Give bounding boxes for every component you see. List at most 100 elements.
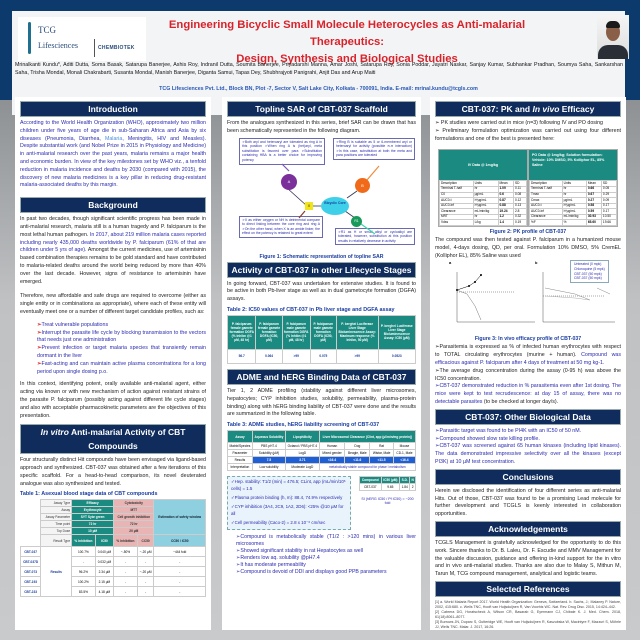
- affiliation: TCG Lifesciences Pvt. Ltd., Block BN, Pl…: [159, 86, 478, 92]
- list-item: ➢Compound is devoid of DDI and displays …: [236, 568, 387, 575]
- chembiotek-logo: CHEMBIOTEK: [98, 45, 135, 51]
- r1-node: R1: [351, 215, 362, 227]
- efficacy-plot-svg: [456, 272, 615, 323]
- efficacy-paragraph: The compound was then tested against P. …: [435, 237, 621, 259]
- in-vitro-paragraph: Four structurally distinct Hit compounds…: [20, 457, 206, 487]
- logo-text: TCG: [38, 25, 56, 35]
- section-heading-references: Selected References: [435, 580, 621, 597]
- target-profile-list: ➢Treat vulnerable populations ➢Interrupt…: [28, 322, 206, 377]
- ring-a-node: A: [281, 173, 297, 190]
- table-row: C0 µg/mL 0.6 0.08: [439, 191, 528, 199]
- table-row: CBT-233 83.5% 4.18 µM - - -: [19, 586, 206, 598]
- background-paragraph: In this context, identifying potent, ora…: [20, 381, 206, 419]
- conclusions-paragraph: Herein we disclosed the identification o…: [435, 487, 621, 518]
- legend-item: Untreated (0 mpk): [574, 262, 602, 267]
- linker-x-node: X: [305, 201, 313, 210]
- list-item: ➢It has moderate permeability: [236, 561, 306, 568]
- plot-legend: Untreated (0 mpk) Chloroquine (5 mpk) CB…: [570, 260, 609, 283]
- sar-note-r1: ➢R1 as H or small alkyl or cycloalkyl ar…: [335, 227, 415, 246]
- section-heading-background: Background: [20, 197, 206, 214]
- section-heading-adme: ADME and hERG Binding Data of CBT-037: [227, 368, 416, 385]
- background-paragraph: Therefore, new affordable and safe drugs…: [20, 293, 206, 315]
- list-item: ➢Parasitic target was found to be PI4K w…: [435, 427, 582, 434]
- panel-a-label: a: [449, 260, 452, 266]
- section-heading-acknowledgements: Acknowledgements: [435, 520, 621, 537]
- table-row: %F% 65.60 19.66: [529, 219, 618, 226]
- list-item: ➢Treat vulnerable populations: [37, 321, 109, 328]
- figure-1-caption: Figure 1: Schematic representation of to…: [259, 253, 384, 260]
- list-item: ➢Compound is metabolically stable (T1/2 …: [236, 533, 416, 547]
- middle-column: Topline SAR of CBT-037 Scaffold From the…: [222, 97, 421, 630]
- figure-2-caption: Figure 2: PK profile of CBT-037: [489, 229, 567, 236]
- table-row: Interpretation Low solubility Moderate Log…: [227, 463, 417, 472]
- table-row: Results 7.5 3.71 <16.4 <11.6 <11.5 <16.4: [227, 456, 417, 465]
- pk-bullet: ➢ Preliminary formulation optimization w…: [435, 127, 621, 142]
- efficacy-bullet: ➢Parasitemia is expressed as % of infect…: [435, 344, 621, 366]
- list-item: ➢Interrupt the parasite life cycle by bl…: [37, 329, 206, 344]
- plot-b: [542, 272, 615, 323]
- series-untreated: [456, 275, 482, 291]
- title-line: Engineering Bicyclic Small Molecule Hete…: [168, 19, 526, 48]
- table-row: CBT-193 100.2% 2.15 µM - - -: [19, 576, 206, 588]
- list-item: ➢CBT-037 was screened against 65 human k…: [435, 443, 621, 465]
- table-row: CBT-037 9.65 1.84 2: [359, 483, 416, 492]
- reference-item: [3] Burrows JN, Duparc S, Gutteridge WE,…: [435, 619, 621, 629]
- left-column: Introduction According to the World Heal…: [15, 97, 211, 630]
- malaria-link[interactable]: Malaria: [104, 135, 123, 142]
- herg-selectivity: SI (hERG IC50 / Pf IC50) = ~200 fold: [361, 497, 414, 506]
- herg-block: Compound IC50 (µM) S.D. N CBT-037 9.65 1.84 2 …: [359, 476, 416, 529]
- legend-item: Chloroquine (5 mpk): [574, 267, 605, 271]
- title-line: Design, Synthesis and Biological Studies: [236, 53, 458, 65]
- table-row: Vdss L/kg 1.4 0.19: [439, 219, 528, 226]
- panel-b-label: b: [535, 260, 538, 266]
- series-cbt037: [456, 290, 482, 321]
- table-row: CBT-037 Results 100.7% 0.040 µM ~-50% ~-20 µM…: [19, 546, 206, 598]
- table-row: Parameter Solubility (µM) LogD Mixed gender…: [227, 449, 417, 458]
- tcg-logo: TCG Lifesciences CHEMBIOTEK: [18, 17, 146, 61]
- reference-item: [2] Cabrera DG, Horatscheck A, Wilson CR…: [435, 609, 621, 619]
- adme-summary: ✓Hep. stability: T1/2 (min) = 476.5; CLi…: [227, 476, 416, 530]
- sar-note-linker-x: ➢X as either oxygen or NH is detrimental…: [239, 215, 323, 238]
- legend-item: CBT-037 (50 mpk): [574, 276, 602, 281]
- efficacy-plots: a b Untreated (0 mpk) Chloroquine (5 mpk…: [435, 260, 621, 334]
- acknowledgements-paragraph: TCGLS Management is gratefully acknowled…: [435, 539, 621, 578]
- list-item: ➢Fast-acting and can maintain active pla…: [37, 360, 206, 375]
- list-item: ➢Renders low aq. solubility @pH7.4: [236, 554, 320, 561]
- logo-divider: [94, 39, 95, 57]
- ring-b-node: B: [355, 177, 370, 193]
- reference-list: [1] a. World Malaria Report 2017. World …: [435, 600, 621, 630]
- po-pk-table: PO Data @ 1mg/kg; Solution formulation: …: [528, 149, 618, 228]
- table-2-title: Table 2: IC50 values of CBT-037 in Pb li…: [227, 306, 395, 313]
- section-heading-other: CBT-037: Other Biological Data: [435, 408, 621, 425]
- table-row: Matrix/Species PBS pH7.4 Octanol / PBS pH7…: [227, 442, 417, 451]
- pk-tables: IV Data @ 1mg/kg Description Units Mean SD …: [438, 149, 618, 228]
- bicyclic-core-node: Bicyclic Core: [321, 196, 349, 215]
- list-item: ➢Prevent infection or target malaria spe…: [37, 345, 206, 359]
- list-item: ➢Compound showed slow rate killing profi…: [435, 435, 540, 442]
- table-1-title: Table 1: Asexual blood stage data of CBT…: [20, 491, 158, 498]
- table-3-title: Table 3: ADME studies, hERG liability sc…: [227, 422, 380, 429]
- table-row: CBT-037D -0.032 µM - - -: [19, 556, 206, 568]
- section-heading-pk: CBT-037: PK and In vivo Efficacy: [435, 101, 621, 117]
- plot-a: [456, 272, 535, 323]
- series-conc-1: [544, 288, 591, 301]
- poster-title: Engineering Bicyclic Small Molecule Hete…: [147, 17, 547, 68]
- section-heading-conclusions: Conclusions: [435, 468, 621, 485]
- author-list: Mrinalkanti Kundu*, Aditi Dutta, Soma Ba…: [15, 62, 623, 76]
- table-1: Assay Type Efficacy Cytotoxicity Estimation…: [19, 499, 206, 598]
- efficacy-bullet: ➢CBT-037 demonstrated reduction in % par…: [435, 383, 621, 405]
- table-3: Assay Aqueous Solubility Lipophilicity Live…: [227, 430, 417, 472]
- intro-paragraph: According to the World Health Organizati…: [20, 120, 206, 189]
- adme-highlight-box: ✓Hep. stability: T1/2 (min) = 476.5; CLi…: [227, 476, 351, 530]
- figure-3-caption: Figure 3: In vivo efficacy profile of CB…: [474, 336, 582, 343]
- section-heading-lifecycle: Activity of CBT-037 in other Lifecycle S…: [227, 261, 416, 278]
- sar-note-ring-a: ➢Both aryl and heteroaryl are tolerated …: [239, 137, 325, 165]
- logo-text: Lifesciences: [38, 41, 78, 50]
- table-2: P. falciparum female gamete formation DG…: [226, 314, 417, 364]
- author-photo: [597, 15, 629, 59]
- adme-conclusions: ➢Compound is metabolically stable (T1/2 …: [227, 534, 416, 576]
- po-table-title: PO Data @ 1mg/kg; Solution formulation: …: [529, 150, 617, 181]
- efficacy-bullet: ➢The average drug concentration during t…: [435, 367, 621, 382]
- right-column: CBT-037: PK and In vivo Efficacy ➢ PK st…: [430, 97, 626, 630]
- section-heading-in-vitro: In vitro Anti-malarial Activity of CBT C…: [20, 424, 206, 455]
